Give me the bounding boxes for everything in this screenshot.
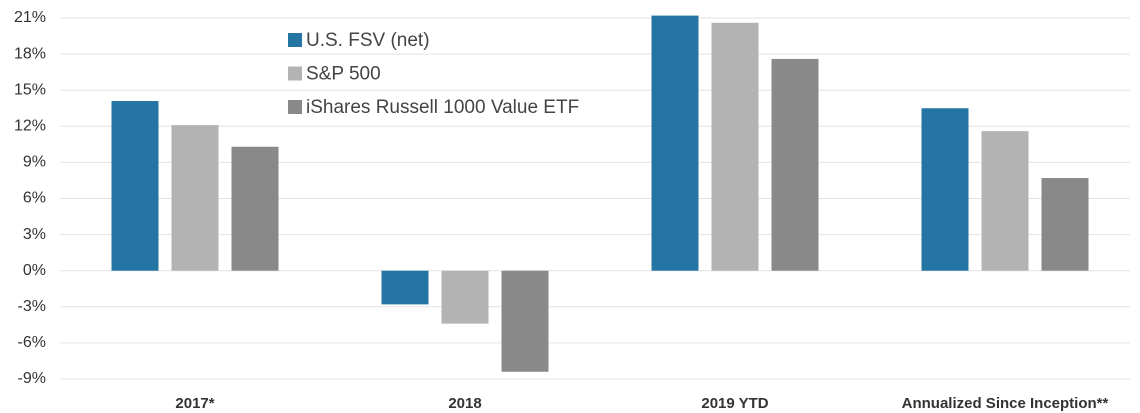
bar [711, 22, 759, 271]
bar [441, 270, 489, 324]
legend-swatch [288, 33, 302, 47]
legend-swatch [288, 100, 302, 114]
y-tick-label: 21% [14, 9, 46, 26]
legend-swatch [288, 66, 302, 81]
legend-label: iShares Russell 1000 Value ETF [306, 97, 579, 118]
y-tick-label: 18% [14, 45, 46, 62]
x-tick-label: Annualized Since Inception** [902, 395, 1109, 412]
legend-label: U.S. FSV (net) [306, 30, 430, 51]
bar [1041, 178, 1089, 271]
bar [921, 108, 969, 271]
bar [231, 146, 279, 271]
x-tick-label: 2019 YTD [701, 395, 768, 412]
y-tick-label: 6% [23, 190, 46, 207]
y-tick-label: 3% [23, 226, 46, 243]
bar [771, 58, 819, 271]
y-tick-label: 12% [14, 118, 46, 135]
bar [171, 125, 219, 271]
y-tick-label: 0% [23, 262, 46, 279]
bar [381, 270, 429, 305]
bar [111, 101, 159, 271]
y-tick-label: -9% [18, 370, 46, 387]
x-tick-label: 2017* [175, 395, 214, 412]
bar [651, 15, 699, 271]
legend-label: S&P 500 [306, 64, 381, 85]
y-tick-label: -6% [18, 334, 46, 351]
y-tick-label: -3% [18, 298, 46, 315]
y-tick-label: 15% [14, 81, 46, 98]
bar [501, 270, 549, 372]
x-tick-label: 2018 [448, 395, 481, 412]
y-tick-label: 9% [23, 154, 46, 171]
bar [981, 131, 1029, 271]
